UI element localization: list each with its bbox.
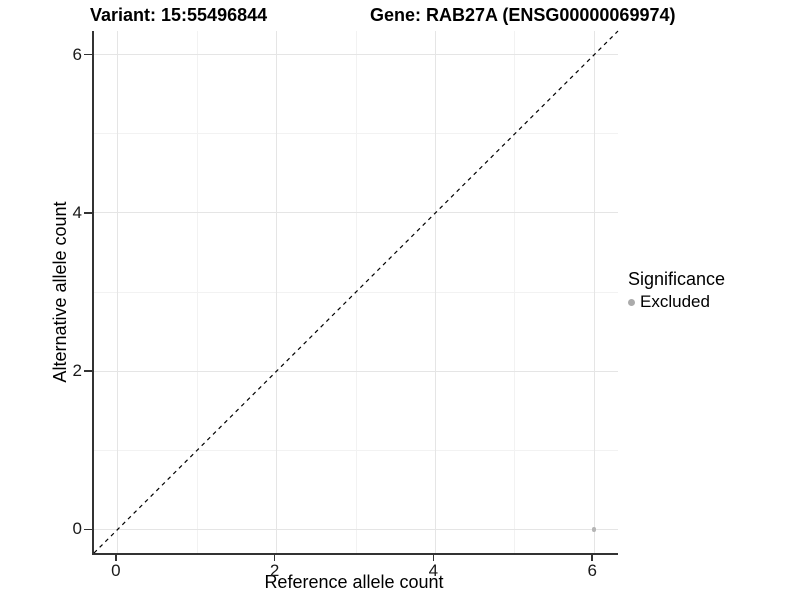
legend-entry-excluded: Excluded [628,292,725,312]
gridline-major-vertical [117,31,119,553]
gridline-major-horizontal [94,54,618,56]
legend-title: Significance [628,269,726,289]
data-point [591,527,597,532]
y-axis-tick [84,370,92,372]
legend-point-icon [628,298,635,306]
legend: Significance Excluded [628,269,725,312]
gridline-major-vertical [434,31,436,553]
x-tick-label: 0 [111,561,121,580]
legend-entry-label: Excluded [640,292,710,311]
y-axis-tick [84,212,92,214]
variant-title: Variant: 15:55496844 [90,5,268,25]
gridline-major-horizontal [94,370,618,372]
y-axis-tick [84,528,92,531]
y-tick-label: 6 [72,44,82,64]
x-tick-label: 4 [428,561,439,580]
gridline-major-vertical [593,31,595,553]
x-tick-label: 2 [269,561,280,580]
gridline-minor-horizontal [94,133,618,135]
gridline-major-horizontal [94,212,618,214]
identity-dashed-line [93,30,619,554]
x-axis-title: Reference allele count [264,572,444,592]
y-tick-label: 2 [72,361,82,381]
x-axis-tick [591,555,593,561]
plot-panel [92,30,619,555]
y-tick-label: 4 [72,202,82,222]
x-axis-tick [432,555,435,561]
x-axis-tick [273,555,276,561]
gridline-minor-horizontal [94,449,618,451]
gene-title: Gene: RAB27A (ENSG00000069974) [370,5,676,25]
gridline-major-vertical [276,31,278,553]
y-axis-title: Alternative allele count [50,201,70,383]
x-axis-tick [115,555,117,561]
x-tick-label: 6 [587,561,597,580]
y-tick-label: 0 [72,519,82,539]
identity-line-layer [93,30,619,554]
y-axis-tick [84,53,92,56]
gridline-major-horizontal [94,528,618,530]
